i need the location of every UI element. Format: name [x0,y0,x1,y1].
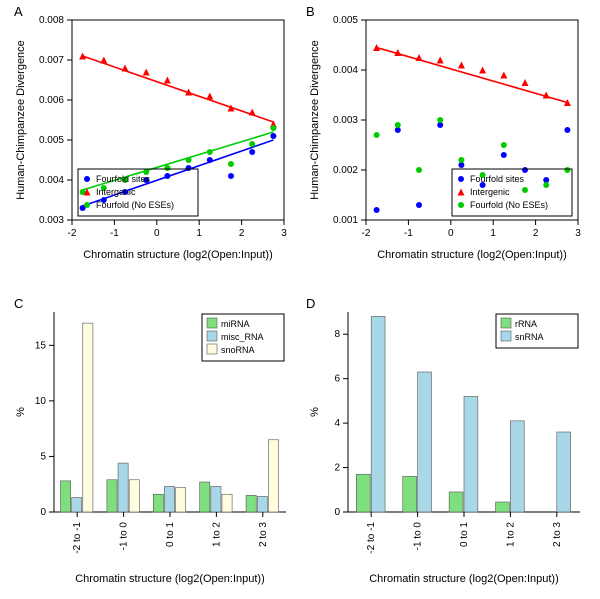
figure: { "panels": { "A": { "label": "A", "type… [0,0,600,599]
panel-C-svg: 0 5 10 15 -2 to -1 -1 to 0 0 to 1 1 to 2 2 to 3 C… [8,300,298,590]
panel-B-svg: -2 -1 0 1 2 3 0.001 0.002 0.003 0.004 0.005 Chromat… [302,6,592,264]
panel-D: 0 2 4 6 8 -2 to -1 -1 to 0 0 to 1 1 to 2 2 to 3 Ch… [302,300,592,590]
svg-text:0.002: 0.002 [333,165,358,176]
svg-text:1: 1 [490,228,496,239]
svg-text:5: 5 [40,451,46,462]
svg-text:misc_RNA: misc_RNA [221,332,264,342]
svg-text:Chromatin structure (log2(Open: Chromatin structure (log2(Open:Input)) [75,573,265,585]
svg-text:0: 0 [154,228,160,239]
svg-text:2 to 3: 2 to 3 [552,522,563,547]
svg-text:0 to 1: 0 to 1 [165,522,176,547]
panel-A: -2 -1 0 1 2 3 0.003 0.004 0.005 0.006 0.007 0.008 Ch… [8,6,298,264]
svg-text:10: 10 [35,396,47,407]
svg-text:1: 1 [196,228,202,239]
panel-D-svg: 0 2 4 6 8 -2 to -1 -1 to 0 0 to 1 1 to 2 2 to 3 Ch… [302,300,592,590]
svg-text:-1: -1 [110,228,119,239]
svg-text:0.007: 0.007 [39,55,64,66]
svg-text:0: 0 [40,507,46,518]
svg-text:Human-Chimpanzee Divergence: Human-Chimpanzee Divergence [15,40,27,200]
svg-text:Fourfold sites: Fourfold sites [96,174,151,184]
panel-A-svg: -2 -1 0 1 2 3 0.003 0.004 0.005 0.006 0.007 0.008 Ch… [8,6,298,264]
svg-text:Fourfold (No ESEs): Fourfold (No ESEs) [470,200,548,210]
svg-text:snoRNA: snoRNA [221,345,255,355]
svg-text:6: 6 [334,374,340,385]
svg-text:2: 2 [334,463,340,474]
svg-text:-2: -2 [362,228,371,239]
svg-text:Intergenic: Intergenic [96,187,136,197]
svg-text:0: 0 [448,228,454,239]
svg-text:3: 3 [575,228,581,239]
svg-text:0: 0 [334,507,340,518]
svg-text:0.004: 0.004 [333,65,358,76]
svg-text:0.008: 0.008 [39,15,64,26]
svg-text:-2 to -1: -2 to -1 [72,522,83,554]
svg-text:3: 3 [281,228,287,239]
svg-text:Fourfold (No ESEs): Fourfold (No ESEs) [96,200,174,210]
svg-text:2 to 3: 2 to 3 [258,522,269,547]
svg-text:%: % [15,407,27,417]
svg-text:-1 to 0: -1 to 0 [119,522,130,551]
svg-text:1 to 2: 1 to 2 [505,522,516,547]
svg-text:-1 to 0: -1 to 0 [413,522,424,551]
svg-text:%: % [309,407,321,417]
svg-text:15: 15 [35,340,47,351]
svg-text:0.004: 0.004 [39,175,64,186]
panel-B: -2 -1 0 1 2 3 0.001 0.002 0.003 0.004 0.005 Chromat… [302,6,592,264]
svg-text:0 to 1: 0 to 1 [459,522,470,547]
svg-text:0.001: 0.001 [333,215,358,226]
svg-text:8: 8 [334,329,340,340]
svg-text:-2: -2 [68,228,77,239]
svg-text:Chromatin structure (log2(Open: Chromatin structure (log2(Open:Input)) [83,249,273,261]
svg-text:miRNA: miRNA [221,319,250,329]
svg-text:0.003: 0.003 [333,115,358,126]
svg-text:0.005: 0.005 [333,15,358,26]
svg-text:0.005: 0.005 [39,135,64,146]
svg-text:1 to 2: 1 to 2 [211,522,222,547]
svg-text:2: 2 [533,228,539,239]
svg-text:2: 2 [239,228,245,239]
svg-text:Intergenic: Intergenic [470,187,510,197]
svg-text:Fourfold sites: Fourfold sites [470,174,525,184]
svg-text:0.003: 0.003 [39,215,64,226]
svg-text:0.006: 0.006 [39,95,64,106]
svg-text:Human-Chimpanzee Divergence: Human-Chimpanzee Divergence [309,40,321,200]
svg-text:snRNA: snRNA [515,332,544,342]
svg-text:-2 to -1: -2 to -1 [366,522,377,554]
svg-text:rRNA: rRNA [515,319,537,329]
svg-text:Chromatin structure (log2(Open: Chromatin structure (log2(Open:Input)) [377,249,567,261]
svg-text:Chromatin structure (log2(Open: Chromatin structure (log2(Open:Input)) [369,573,559,585]
svg-text:-1: -1 [404,228,413,239]
svg-text:4: 4 [334,418,340,429]
panel-C: 0 5 10 15 -2 to -1 -1 to 0 0 to 1 1 to 2 2 to 3 C… [8,300,298,590]
